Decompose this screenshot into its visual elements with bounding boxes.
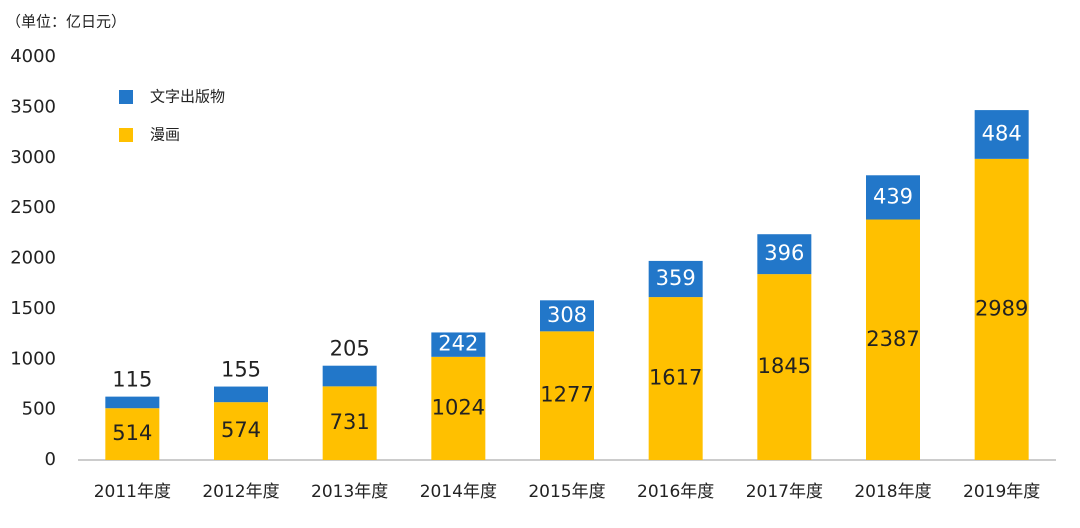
bar-segment [648,297,703,460]
bar-segment [757,274,812,460]
data-label: 1617 [649,366,702,390]
bar-segment [648,260,703,298]
data-label: 308 [547,303,587,327]
x-tick-label: 2014年度 [420,482,497,502]
data-label: 115 [112,368,152,392]
bar-segment [540,300,594,332]
y-tick-label: 3500 [10,96,56,117]
bar-segment [105,408,160,460]
bar-segment [431,332,486,357]
y-tick-label: 1000 [10,348,56,369]
legend-swatch [119,128,133,142]
y-tick-label: 4000 [10,46,56,67]
data-label: 1024 [432,395,485,419]
data-label: 155 [221,358,261,382]
data-label: 2387 [866,327,919,351]
data-label: 574 [221,418,261,442]
x-tick-label: 2017年度 [746,482,823,502]
data-label: 2989 [975,296,1028,320]
data-label: 514 [112,421,152,445]
bar-segment [322,365,377,387]
x-tick-label: 2018年度 [854,482,931,502]
x-tick-label: 2019年度 [963,482,1040,502]
x-tick-label: 2016年度 [637,482,714,502]
x-tick-label: 2015年度 [528,482,605,502]
data-label: 731 [330,410,370,434]
bar-segment [866,175,920,220]
bar-segment [757,234,812,275]
data-label: 396 [764,241,804,265]
x-tick-label: 2012年度 [202,482,279,502]
data-label: 1277 [540,383,593,407]
legend-label: 文字出版物 [150,88,225,106]
x-tick-label: 2013年度 [311,482,388,502]
y-tick-label: 2500 [10,197,56,218]
bar-segment [866,219,920,460]
data-label: 439 [873,184,913,208]
data-label: 359 [656,266,696,290]
bar-segment [214,386,268,403]
unit-label: （单位：亿日元） [6,13,126,31]
y-tick-label: 3000 [10,147,56,168]
data-label: 484 [982,121,1022,145]
data-label: 205 [330,337,370,361]
bar-segment [431,356,486,460]
bar-segment [322,386,377,460]
bar-segment [214,402,268,460]
bar-segment [540,331,594,460]
y-tick-label: 2000 [10,248,56,269]
x-tick-label: 2011年度 [94,482,171,502]
legend-label: 漫画 [150,126,180,144]
bar-segment [974,110,1029,159]
bar-segment [105,396,160,409]
y-tick-label: 1500 [10,298,56,319]
bar-segment [974,158,1029,460]
data-label: 1845 [758,354,811,378]
legend-swatch [119,90,133,104]
y-tick-label: 500 [22,399,56,420]
y-tick-label: 0 [45,449,56,470]
data-label: 242 [438,332,478,356]
